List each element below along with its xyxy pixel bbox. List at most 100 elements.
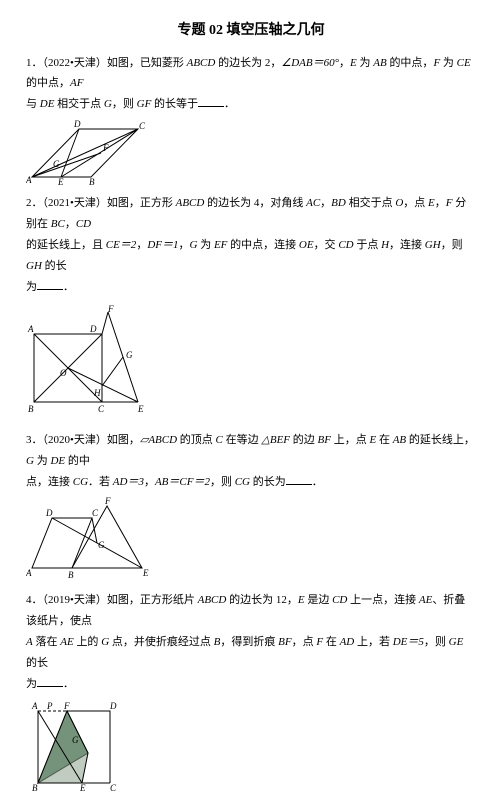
t: BF (278, 636, 291, 648)
figure-2: A B C D E F G H O (26, 302, 476, 424)
t: 点，并使折痕经过点 (109, 636, 214, 648)
t: 的中 (65, 455, 90, 467)
lbl-C: C (139, 121, 146, 131)
p1-angle: ∠DAB＝60° (281, 57, 339, 69)
t: E (428, 197, 435, 209)
t: AC (306, 197, 320, 209)
blank-1 (198, 97, 224, 107)
t: AD (340, 636, 355, 648)
problem-4: 4．（2019•天津）如图，正方形纸片 ABCD 的边长为 12，E 是边 CD… (26, 590, 476, 694)
lbl-E: E (142, 568, 149, 578)
t: CD (76, 218, 91, 230)
t: BD (331, 197, 346, 209)
t: OE (299, 239, 314, 251)
t: ． (63, 281, 74, 293)
t: 上，若 (354, 636, 393, 648)
t: 在等边 (223, 434, 262, 446)
p2-num: 2． (26, 197, 43, 209)
t: 与 (26, 98, 40, 110)
t: H (381, 239, 389, 251)
t: ，则 (441, 239, 463, 251)
lbl-H: H (93, 388, 101, 398)
t: AD＝3 (113, 476, 144, 488)
lbl-D: D (109, 701, 117, 711)
lbl-D: D (89, 324, 97, 334)
t: 相交于点 (54, 98, 104, 110)
t: （2019•天津）如图，正方形纸片 (43, 594, 198, 606)
t: ABCD (176, 197, 205, 209)
lbl-B: B (28, 404, 34, 414)
t: CE＝2 (106, 239, 137, 251)
t: ，点 (403, 197, 428, 209)
t: ▱ABCD (140, 434, 177, 446)
t: 为 (357, 57, 374, 69)
lbl-B: B (32, 783, 38, 793)
lbl-A: A (26, 568, 32, 578)
t: ， (136, 239, 147, 251)
lbl-D: D (45, 508, 53, 518)
t: 上的 (74, 636, 102, 648)
lbl-E: E (57, 177, 64, 187)
t: ，则 (112, 98, 137, 110)
t: ABCD (198, 594, 227, 606)
t: ． (312, 476, 323, 488)
problem-1: 1．（2022•天津）如图，已知菱形 ABCD 的边长为 2，∠DAB＝60°，… (26, 53, 476, 116)
problem-2: 2．（2021•天津）如图，正方形 ABCD 的边长为 4，对角线 AC，BD … (26, 193, 476, 297)
t: E (298, 594, 305, 606)
lbl-C: C (98, 404, 105, 414)
lbl-A: A (27, 324, 34, 334)
lbl-A: A (31, 701, 38, 711)
t: GF (137, 98, 152, 110)
p1-shape: ABCD (187, 57, 216, 69)
t: ，则 (210, 476, 235, 488)
t: ， (178, 239, 189, 251)
lbl-C: C (110, 783, 117, 793)
lbl-G: G (98, 540, 105, 550)
t: DE (40, 98, 55, 110)
lbl-F: F (107, 304, 114, 314)
t: ，点 (292, 636, 317, 648)
t: 上一点，连接 (347, 594, 419, 606)
t: （2021•天津）如图，正方形 (43, 197, 176, 209)
t: AB＝CF＝2 (155, 476, 210, 488)
lbl-G: G (126, 350, 133, 360)
page-title: 专题 02 填空压轴之几何 (26, 18, 476, 45)
t: CG (73, 476, 88, 488)
lbl-D: D (73, 119, 81, 129)
t: ， (65, 218, 76, 230)
t: △BEF (261, 434, 290, 446)
t: ． (63, 678, 74, 690)
lbl-B: B (68, 570, 74, 580)
blank-4 (37, 677, 63, 687)
t: ，交 (314, 239, 339, 251)
t: DE (50, 455, 65, 467)
blank-2 (37, 280, 63, 290)
t: BC (51, 218, 65, 230)
t: 为 (440, 57, 457, 69)
t: ，连接 (389, 239, 425, 251)
t: AF (70, 77, 83, 89)
blank-3 (286, 475, 312, 485)
t: 的长 (26, 657, 48, 669)
t: AE (419, 594, 432, 606)
t: GH (26, 260, 42, 272)
t: 的边长为 2， (215, 57, 281, 69)
t: G (104, 98, 112, 110)
t: 是边 (305, 594, 333, 606)
lbl-G: G (53, 159, 60, 169)
t: 为 (26, 281, 37, 293)
t: BF (318, 434, 331, 446)
t: CG (235, 476, 250, 488)
p1-num: 1． (26, 57, 43, 69)
t: 的延长线上，且 (26, 239, 106, 251)
p3-num: 3． (26, 434, 43, 446)
t: DE＝5 (393, 636, 424, 648)
t: 于点 (354, 239, 382, 251)
t: CE (457, 57, 471, 69)
t: 在 (376, 434, 393, 446)
t: A (26, 636, 33, 648)
lbl-G: G (72, 735, 79, 745)
t: GE (449, 636, 464, 648)
t: E (350, 57, 357, 69)
lbl-E: E (79, 783, 86, 793)
